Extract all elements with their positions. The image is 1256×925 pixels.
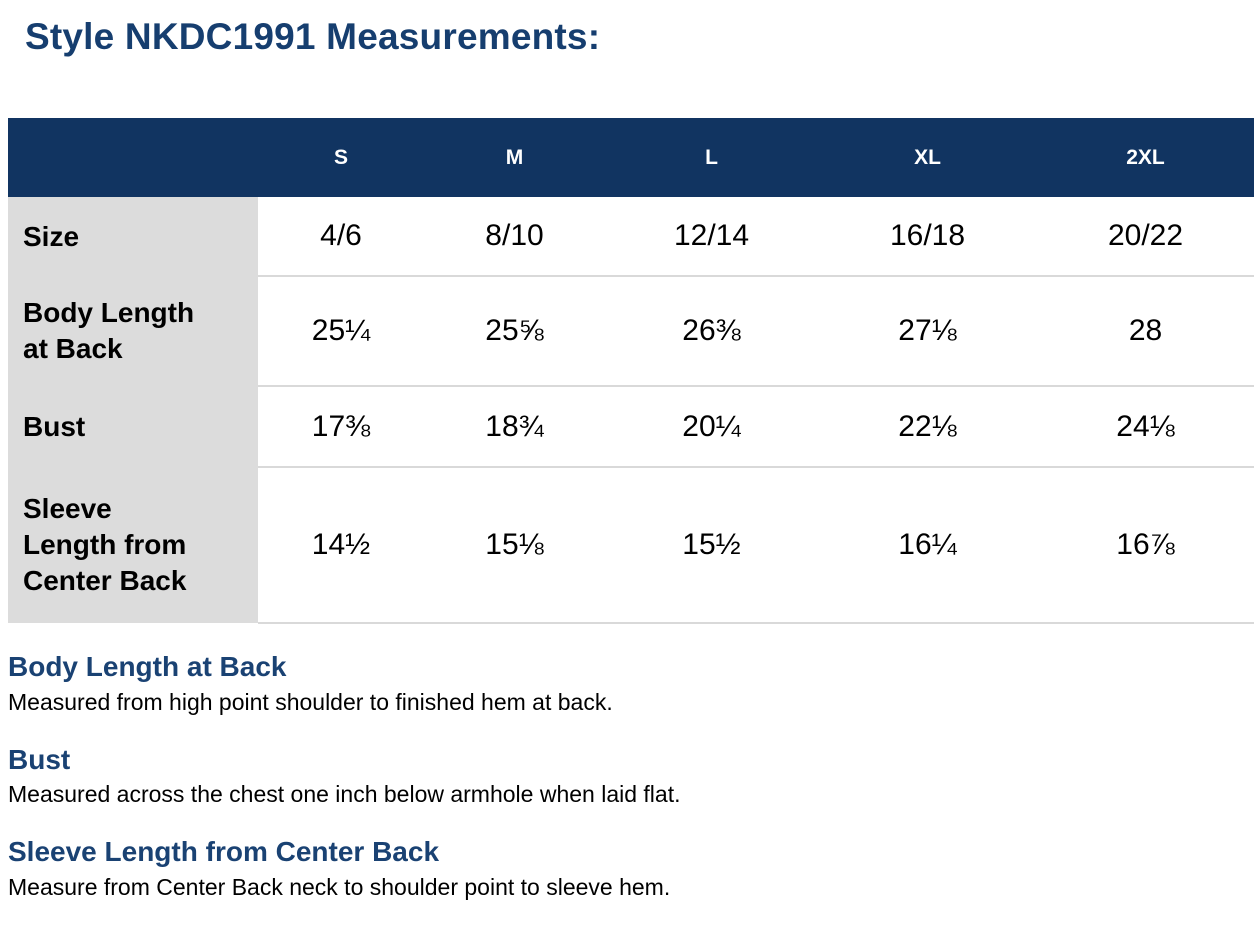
definition-term-sleeve-length: Sleeve Length from Center Back — [8, 836, 440, 868]
row-label-sleeve-length: Sleeve Length from Center Back — [8, 467, 258, 624]
table-row-bust: Bust 17⅜ 18¾ 20¼ 22⅛ 24⅛ — [8, 386, 1254, 469]
cell-size-xl: 16/18 — [818, 197, 1037, 278]
cell-bust-s: 17⅜ — [258, 386, 424, 469]
column-header-s: S — [258, 118, 424, 198]
cell-body-length-2xl: 28 — [1037, 276, 1254, 388]
cell-size-l: 12/14 — [605, 197, 818, 278]
definition-term-body-length: Body Length at Back — [8, 651, 287, 683]
row-label-size: Size — [8, 197, 258, 277]
definition-description-bust: Measured across the chest one inch below… — [8, 781, 681, 808]
corner-cell — [8, 118, 258, 198]
cell-size-s: 4/6 — [258, 197, 424, 278]
cell-sleeve-length-m: 15⅛ — [424, 467, 605, 625]
cell-sleeve-length-xl: 16¼ — [818, 467, 1037, 625]
cell-bust-l: 20¼ — [605, 386, 818, 469]
page-title: Style NKDC1991 Measurements: — [25, 16, 601, 57]
definition-description-body-length: Measured from high point shoulder to fin… — [8, 688, 613, 715]
cell-body-length-l: 26⅜ — [605, 276, 818, 388]
cell-body-length-xl: 27⅛ — [818, 276, 1037, 388]
cell-bust-2xl: 24⅛ — [1037, 386, 1254, 469]
cell-body-length-s: 25¼ — [258, 276, 424, 388]
cell-size-m: 8/10 — [424, 197, 605, 278]
column-header-2xl: 2XL — [1037, 118, 1254, 198]
definition-bust: Bust Measured across the chest one inch … — [8, 743, 1254, 809]
cell-bust-m: 18¾ — [424, 386, 605, 469]
table-row-size: Size 4/6 8/10 12/14 16/18 20/22 — [8, 197, 1254, 278]
table-header-row: S M L XL 2XL — [8, 118, 1254, 198]
definition-description-sleeve-length: Measure from Center Back neck to shoulde… — [8, 873, 671, 900]
table-row-sleeve-length: Sleeve Length from Center Back 14½ 15⅛ 1… — [8, 467, 1254, 625]
definition-term-bust: Bust — [8, 743, 71, 775]
measurements-table: S M L XL 2XL Size 4/6 8/10 12/14 16/18 2… — [8, 118, 1254, 625]
definition-sleeve-length: Sleeve Length from Center Back Measure f… — [8, 835, 1254, 901]
cell-sleeve-length-l: 15½ — [605, 467, 818, 625]
definition-body-length: Body Length at Back Measured from high p… — [8, 650, 1254, 716]
row-label-bust: Bust — [8, 386, 258, 468]
column-header-m: M — [424, 118, 605, 198]
row-label-body-length: Body Length at Back — [8, 276, 258, 387]
cell-sleeve-length-s: 14½ — [258, 467, 424, 625]
cell-sleeve-length-2xl: 16⅞ — [1037, 467, 1254, 625]
cell-body-length-m: 25⅝ — [424, 276, 605, 388]
cell-bust-xl: 22⅛ — [818, 386, 1037, 469]
table-row-body-length: Body Length at Back 25¼ 25⅝ 26⅜ 27⅛ 28 — [8, 276, 1254, 388]
column-header-xl: XL — [818, 118, 1037, 198]
column-header-l: L — [605, 118, 818, 198]
cell-size-2xl: 20/22 — [1037, 197, 1254, 278]
size-chart-page: Style NKDC1991 Measurements: S M L XL 2X… — [0, 15, 1256, 925]
